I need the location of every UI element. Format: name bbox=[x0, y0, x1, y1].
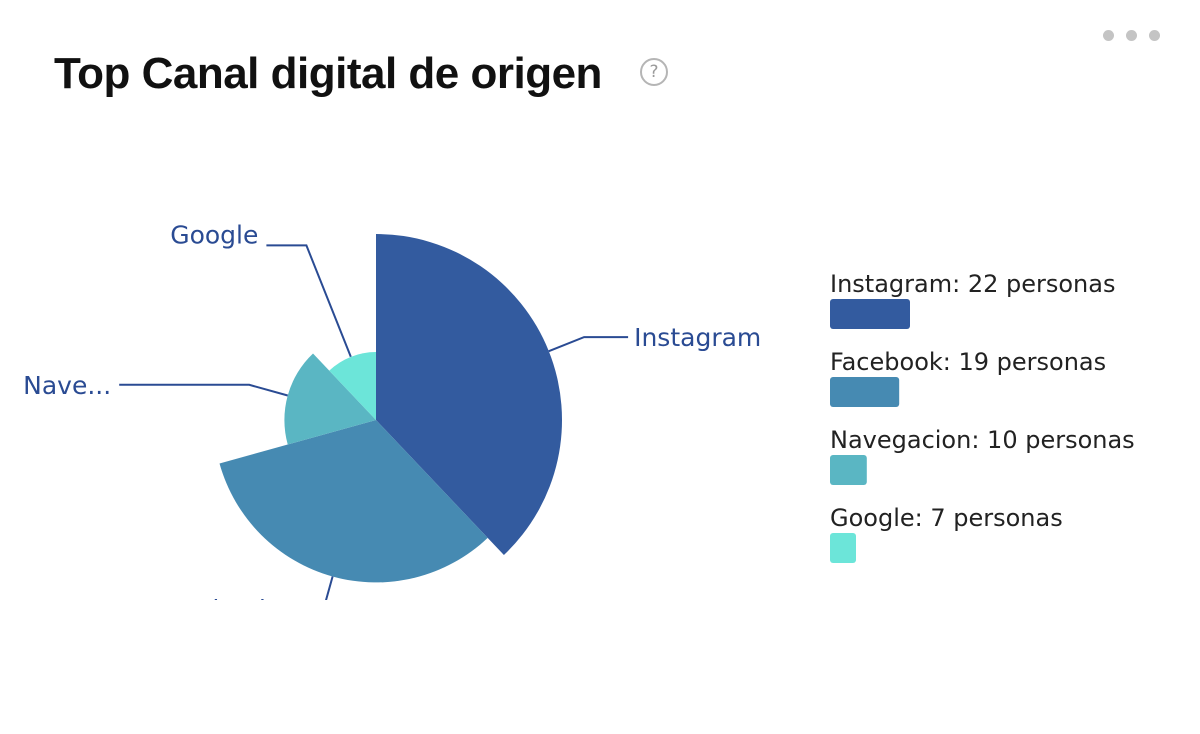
legend-label-google: Google: 7 personas bbox=[830, 504, 1063, 532]
legend-label-facebook: Facebook: 19 personas bbox=[830, 348, 1106, 376]
chart-slice-labels: Instagram Facebook Nave... Google bbox=[23, 220, 761, 600]
leader-line-navegacion bbox=[119, 383, 288, 397]
slice-label-google: Google bbox=[170, 220, 258, 249]
legend-swatch-facebook[interactable] bbox=[830, 377, 900, 407]
legend-label-instagram: Instagram: 22 personas bbox=[830, 270, 1115, 298]
legend-label-navegacion: Navegacion: 10 personas bbox=[830, 426, 1135, 454]
chart-legend: Instagram: 22 personas Facebook: 19 perso… bbox=[830, 270, 1135, 563]
slice-label-navegacion: Nave... bbox=[23, 371, 111, 400]
legend-swatch-navegacion[interactable] bbox=[830, 455, 867, 485]
leader-line-facebook bbox=[325, 576, 334, 600]
leader-line-instagram bbox=[548, 336, 629, 353]
rose-chart: Instagram Facebook Nave... Google Instagram… bbox=[23, 220, 1135, 600]
legend-swatch-google[interactable] bbox=[830, 533, 856, 563]
legend-swatch-instagram[interactable] bbox=[830, 299, 910, 329]
help-icon[interactable]: ? bbox=[640, 58, 668, 86]
chart-leader-lines bbox=[119, 244, 629, 600]
leader-line-google bbox=[266, 244, 352, 358]
card-title: Top Canal digital de origen bbox=[54, 49, 602, 98]
slice-label-facebook: Facebook bbox=[156, 595, 274, 600]
more-options-icon[interactable] bbox=[1100, 26, 1164, 44]
slice-navegacion[interactable] bbox=[284, 353, 376, 445]
slice-label-instagram: Instagram bbox=[634, 323, 761, 352]
slice-google[interactable] bbox=[329, 352, 376, 420]
chart-slices bbox=[219, 234, 563, 583]
slice-instagram[interactable] bbox=[376, 234, 563, 556]
slice-facebook[interactable] bbox=[219, 420, 488, 583]
